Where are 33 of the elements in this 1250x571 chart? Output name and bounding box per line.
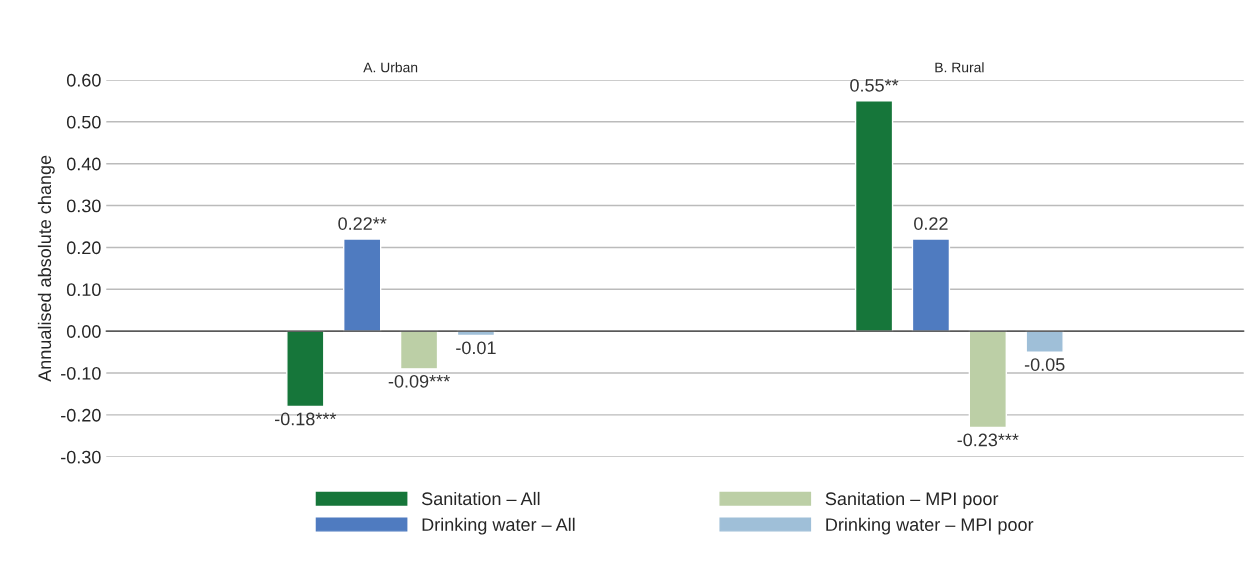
bar xyxy=(911,238,951,332)
bar xyxy=(286,330,325,408)
bar xyxy=(968,330,1007,429)
y-tick-label: -0.30 xyxy=(61,450,101,464)
data-label: -0.23*** xyxy=(957,433,1019,447)
data-label: 0.55** xyxy=(850,78,899,92)
bar xyxy=(343,238,382,332)
data-label: -0.01 xyxy=(456,341,496,355)
y-tick-label: -0.20 xyxy=(61,408,101,422)
legend-label: Drinking water – MPI poor xyxy=(826,517,1034,535)
y-tick-label: -0.10 xyxy=(61,366,101,380)
data-label: -0.05 xyxy=(1024,358,1065,371)
data-label: -0.18*** xyxy=(275,412,337,426)
y-tick-label: 0.50 xyxy=(66,115,101,129)
y-tick-label: 0.40 xyxy=(66,157,101,171)
data-label: 0.22 xyxy=(914,217,948,230)
bar xyxy=(854,100,894,332)
y-tick-label: 0.60 xyxy=(66,73,101,87)
x-tick-label: B. Rural xyxy=(935,62,984,73)
legend-label: Drinking water – All xyxy=(422,517,575,535)
bar xyxy=(456,330,496,337)
y-tick-label: 0.20 xyxy=(66,241,101,255)
y-tick-label: 0.10 xyxy=(66,283,101,297)
bar xyxy=(1025,330,1064,353)
data-label: -0.09*** xyxy=(388,374,450,388)
x-tick-label: A. Urban xyxy=(363,62,418,73)
data-label: 0.22** xyxy=(338,217,387,230)
y-tick-label: 0.00 xyxy=(66,325,101,338)
bar xyxy=(399,330,439,370)
legend-label: Sanitation – MPI poor xyxy=(825,491,999,509)
y-tick-label: 0.30 xyxy=(66,199,101,213)
legend-label: Sanitation – All xyxy=(421,491,540,506)
y-axis-title: Annualised absolute change xyxy=(37,155,55,382)
